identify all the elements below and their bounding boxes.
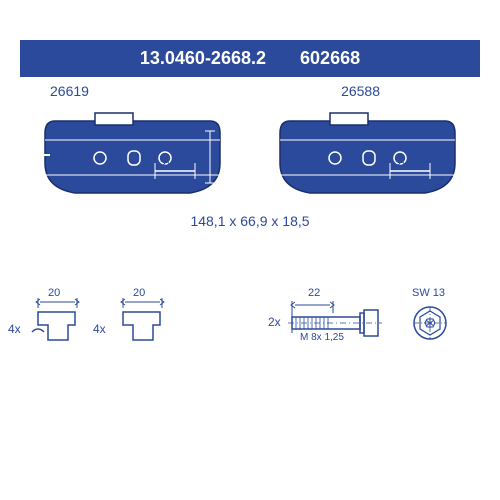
clip-1: 20 4x — [30, 290, 85, 355]
brake-pad-left: 26619 2x — [40, 85, 225, 208]
part-number: 13.0460-2668.2 — [140, 48, 266, 68]
bolt-qty: 2x — [268, 315, 281, 329]
pad-qty-left: 2x — [160, 157, 173, 171]
bolt-thread: M 8x 1,25 — [300, 332, 344, 343]
pad-left-drawing — [40, 103, 225, 203]
alt-number: 602668 — [300, 48, 360, 68]
bolt-socket: SW 13 — [412, 287, 445, 299]
clip-2-dim: 20 — [133, 287, 145, 299]
brake-pad-right: 26588 2x — [275, 85, 460, 208]
clip-2: 20 4x — [115, 290, 170, 355]
pad-code-right: 26588 — [341, 83, 380, 99]
clip-2-drawing — [115, 290, 170, 350]
clips-group: 20 4x 20 4x — [30, 290, 170, 355]
clip-1-dim: 20 — [48, 287, 60, 299]
pad-code-left: 26619 — [50, 83, 89, 99]
header-bar: 13.0460-2668.2 602668 — [20, 40, 480, 77]
bolt-drawing — [270, 293, 470, 353]
pad-right-drawing — [275, 103, 460, 203]
clip-2-qty: 4x — [93, 322, 106, 336]
clip-1-drawing — [30, 290, 85, 350]
bolt-length-dim: 22 — [308, 287, 320, 299]
bolt-group: 22 SW 13 2x M 8x 1,25 — [270, 290, 470, 355]
pad-qty-right: 2x — [395, 157, 408, 171]
clip-1-qty: 4x — [8, 322, 21, 336]
pad-dimensions: 148,1 x 66,9 x 18,5 — [20, 213, 480, 229]
diagram-area: 26619 2x 26588 — [20, 85, 480, 229]
hardware-row: 20 4x 20 4x — [30, 290, 470, 355]
